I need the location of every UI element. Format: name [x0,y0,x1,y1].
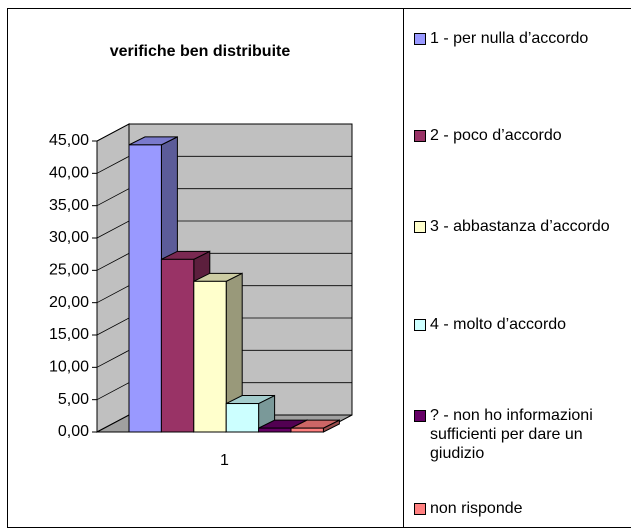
bar-front [258,427,292,433]
bar-front [128,144,162,433]
legend-label: 2 - poco d’accordo [430,127,562,144]
y-tick-label: 30,00 [49,229,89,246]
y-tick-label: 15,00 [49,326,89,343]
legend-label: 4 - molto d’accordo [430,316,567,333]
y-tick-label: 35,00 [49,197,89,214]
bar [225,394,276,433]
bar-front [290,427,324,433]
y-tick-label: 25,00 [49,262,89,279]
legend-item: 2 - poco d’accordo [414,126,631,145]
legend-swatch [414,130,426,142]
left-wall [96,123,130,433]
page: {"chart_data": {"type": "bar3d", "title"… [7,8,631,528]
legend-swatch [414,410,426,422]
grid-line [96,123,352,142]
legend-item: 3 - abbastanza d’accordo [414,217,631,236]
legend-label: 1 - per nulla d’accordo [430,30,589,47]
y-tick-label: 45,00 [49,132,89,149]
y-tick-label: 0,00 [58,423,89,440]
y-tick-label: 40,00 [49,165,89,182]
bar-front [160,258,195,433]
y-tick-label: 10,00 [49,359,89,376]
x-tick-label: 1 [220,452,229,469]
legend-label: ? - non ho informazioni sufficienti per … [430,407,593,462]
legend-swatch [414,319,426,331]
legend-item: ? - non ho informazioni sufficienti per … [414,406,631,463]
legend-swatch [414,221,426,233]
legend-swatch [414,503,426,515]
chart: verifiche ben distribuite 0,00 5,00 10,00 1… [49,43,353,469]
y-tick-label: 20,00 [49,294,89,311]
bar-front [225,403,260,433]
bar-front [193,280,227,433]
y-tick-label: 5,00 [58,391,89,408]
chart-title: verifiche ben distribuite [110,43,291,60]
legend-item: 4 - molto d’accordo [414,315,631,334]
legend: 1 - per nulla d’accordo 2 - poco d’accord… [403,8,631,528]
legend-item: 1 - per nulla d’accordo [414,29,631,48]
bar [290,419,340,433]
bar [193,272,243,433]
legend-label: 3 - abbastanza d’accordo [430,218,610,235]
legend-swatch [414,33,426,45]
